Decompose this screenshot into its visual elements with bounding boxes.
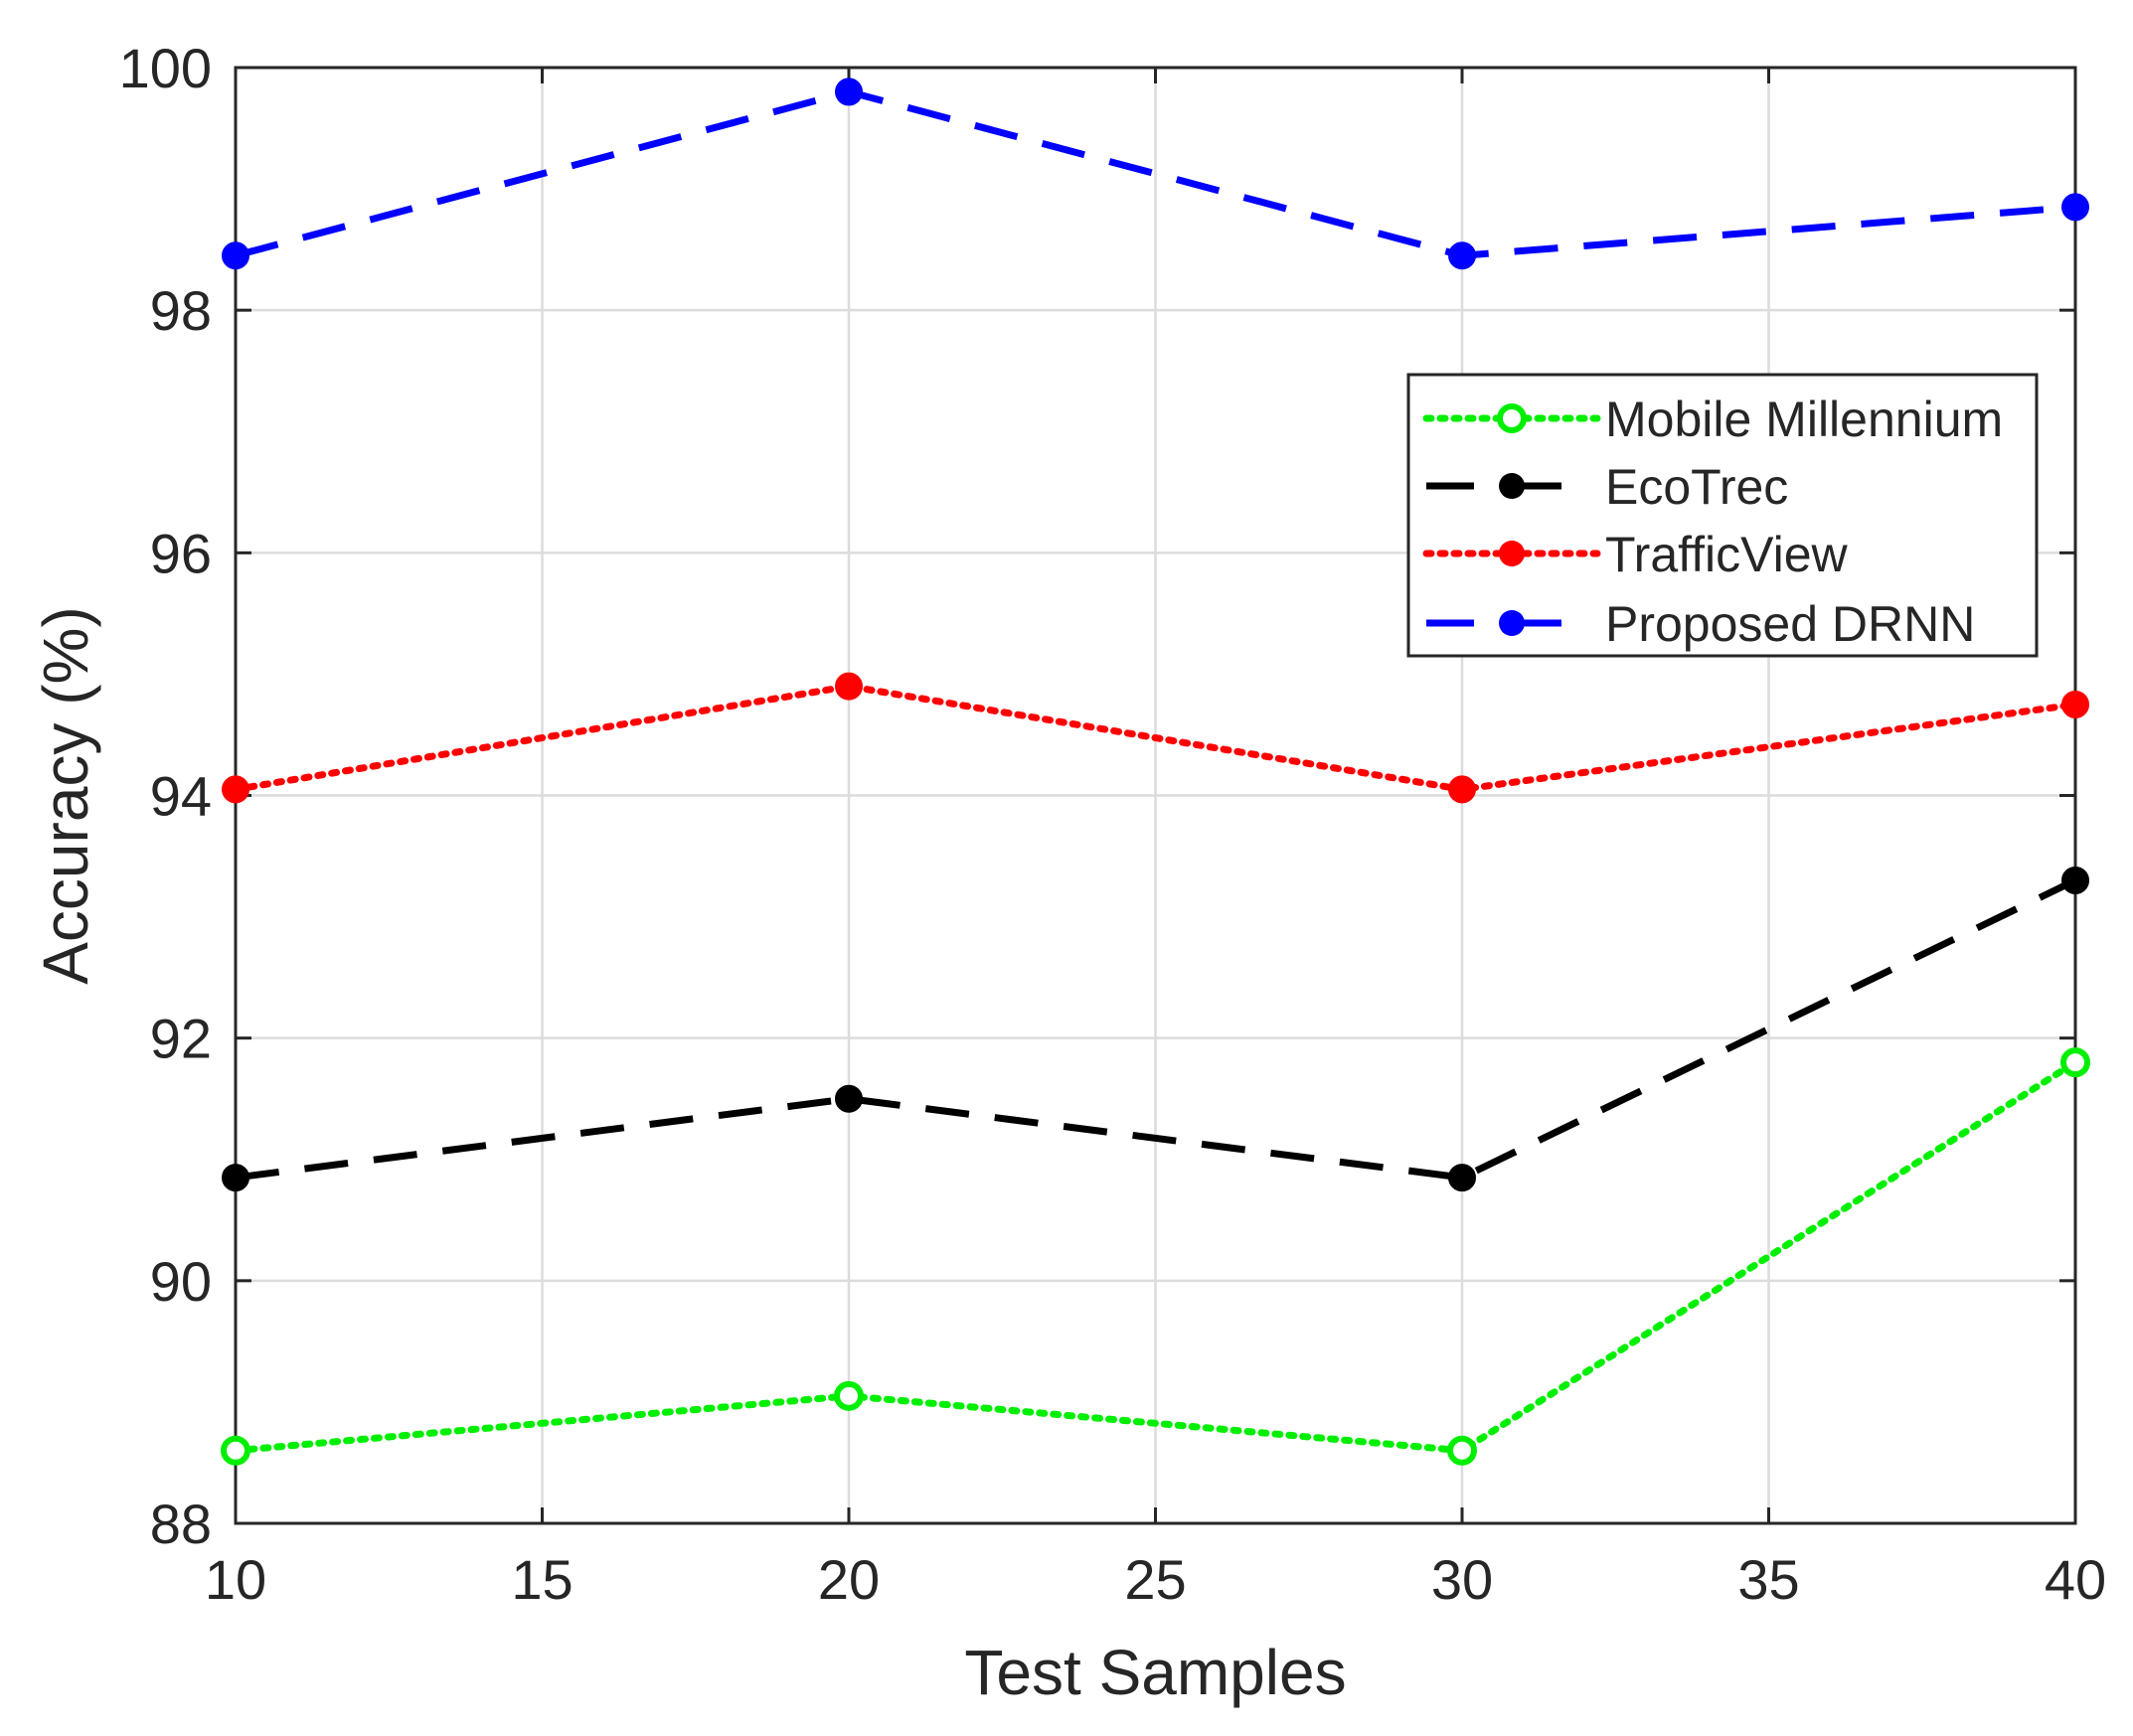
y-tick-label: 90 <box>150 1250 212 1313</box>
series-line <box>232 683 2079 793</box>
series-proposed-drnn <box>222 78 2089 270</box>
data-point <box>2061 866 2089 894</box>
x-tick-label: 15 <box>511 1548 573 1611</box>
x-tick-label: 10 <box>205 1548 266 1611</box>
series-mobile-millennium <box>221 1047 2090 1466</box>
data-point <box>222 1164 249 1192</box>
series-line <box>235 876 2077 1182</box>
y-tick-label: 96 <box>150 522 212 584</box>
x-tick-label: 25 <box>1124 1548 1186 1611</box>
series-line <box>232 1058 2079 1455</box>
data-point <box>1447 1435 1477 1466</box>
x-tick-label: 30 <box>1431 1548 1493 1611</box>
tick-labels: 10 15 20 25 30 35 40 88 90 92 94 96 98 100 <box>119 37 2107 1611</box>
y-tick-label: 98 <box>150 279 212 342</box>
y-axis-title: Accuracy (%) <box>30 606 101 985</box>
series-layer <box>221 78 2090 1466</box>
data-point <box>1448 1164 1476 1192</box>
legend-marker <box>1499 610 1525 636</box>
data-point <box>221 1435 250 1466</box>
legend: Mobile Millennium EcoTrec TrafficView Propo… <box>1406 373 2039 658</box>
legend-marker <box>1499 473 1525 499</box>
legend-label: TrafficView <box>1605 527 1848 582</box>
data-point <box>1448 241 1476 270</box>
y-tick-label: 100 <box>119 37 212 99</box>
series-trafficview <box>222 672 2089 804</box>
data-point <box>835 672 863 701</box>
data-point <box>222 775 249 804</box>
tick-marks <box>234 66 2077 1525</box>
x-tick-label: 20 <box>818 1548 880 1611</box>
y-tick-label: 94 <box>150 765 212 828</box>
data-point <box>2061 193 2089 222</box>
x-axis-title: Test Samples <box>964 1637 1346 1708</box>
x-tick-label: 40 <box>2045 1548 2106 1611</box>
legend-label: EcoTrec <box>1605 459 1788 515</box>
data-point <box>2060 1047 2090 1078</box>
y-tick-label: 88 <box>150 1493 212 1555</box>
data-point <box>835 78 863 106</box>
data-point <box>1448 775 1476 804</box>
series-ecotrec <box>222 866 2089 1192</box>
data-point <box>834 1380 864 1411</box>
legend-label: Mobile Millennium <box>1605 392 2003 447</box>
legend-label: Proposed DRNN <box>1605 596 1975 652</box>
legend-marker <box>1497 403 1527 433</box>
legend-marker <box>1499 541 1525 566</box>
y-tick-label: 92 <box>150 1008 212 1070</box>
data-point <box>835 1084 863 1113</box>
x-tick-label: 35 <box>1737 1548 1799 1611</box>
data-point <box>222 241 249 270</box>
series-line <box>235 87 2076 259</box>
data-point <box>2061 690 2089 718</box>
